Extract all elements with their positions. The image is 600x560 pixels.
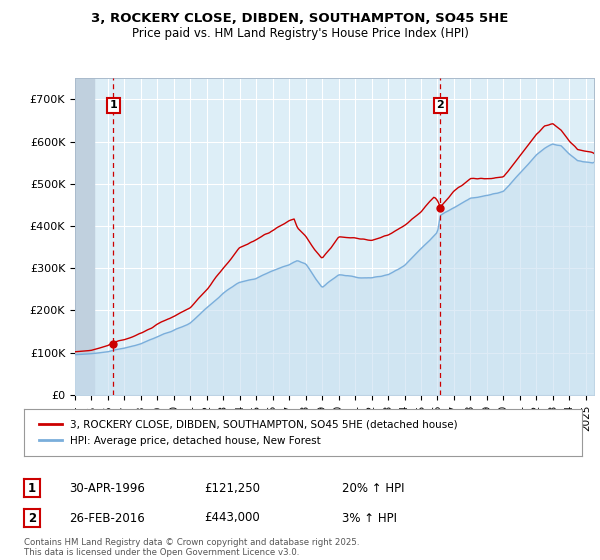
Text: Contains HM Land Registry data © Crown copyright and database right 2025.
This d: Contains HM Land Registry data © Crown c…: [24, 538, 359, 557]
Text: £121,250: £121,250: [204, 482, 260, 495]
Text: Price paid vs. HM Land Registry's House Price Index (HPI): Price paid vs. HM Land Registry's House …: [131, 27, 469, 40]
Text: 1: 1: [110, 100, 117, 110]
Text: 26-FEB-2016: 26-FEB-2016: [69, 511, 145, 525]
Text: 2: 2: [436, 100, 444, 110]
Legend: 3, ROCKERY CLOSE, DIBDEN, SOUTHAMPTON, SO45 5HE (detached house), HPI: Average p: 3, ROCKERY CLOSE, DIBDEN, SOUTHAMPTON, S…: [35, 416, 462, 450]
Text: 3, ROCKERY CLOSE, DIBDEN, SOUTHAMPTON, SO45 5HE: 3, ROCKERY CLOSE, DIBDEN, SOUTHAMPTON, S…: [91, 12, 509, 25]
Bar: [75, 78, 95, 395]
Text: 20% ↑ HPI: 20% ↑ HPI: [342, 482, 404, 495]
Text: 2: 2: [28, 511, 36, 525]
Text: 3% ↑ HPI: 3% ↑ HPI: [342, 511, 397, 525]
Text: 30-APR-1996: 30-APR-1996: [69, 482, 145, 495]
Text: £443,000: £443,000: [204, 511, 260, 525]
Text: 1: 1: [28, 482, 36, 495]
